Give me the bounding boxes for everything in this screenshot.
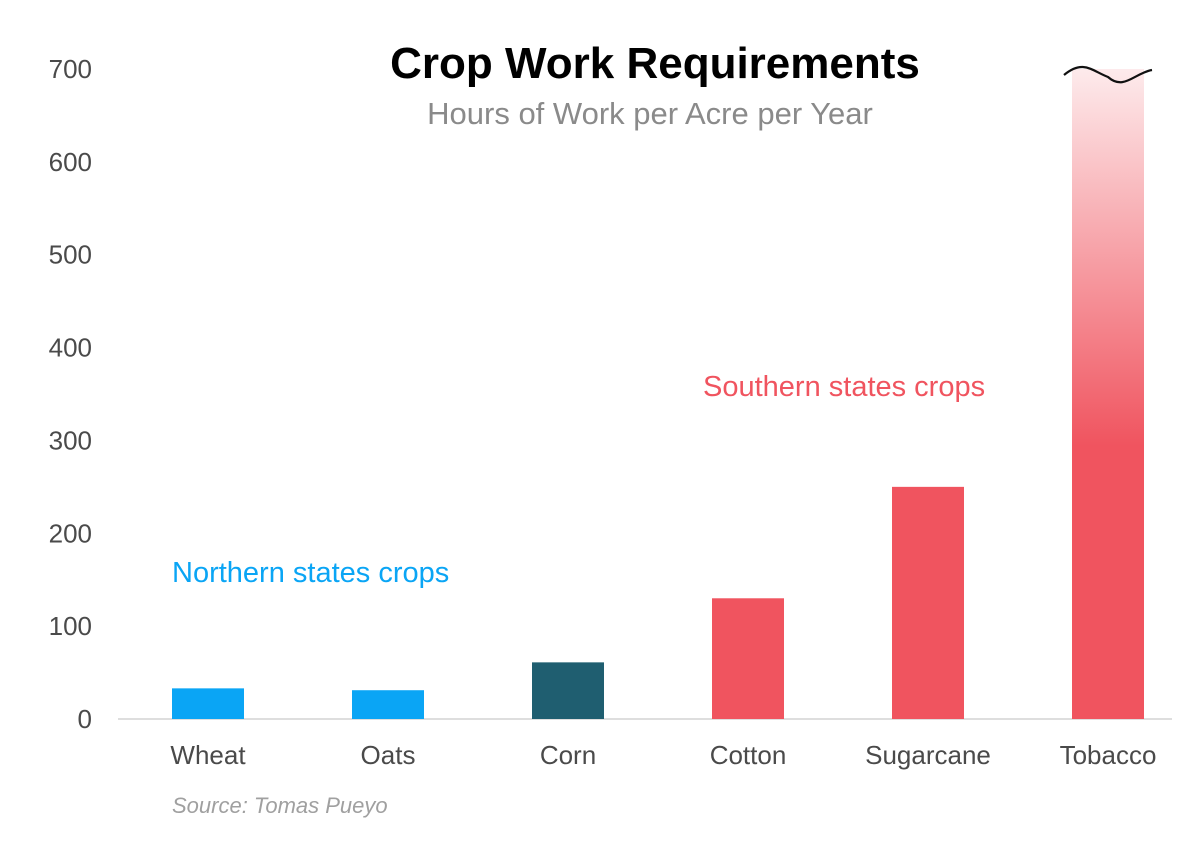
x-tick-label: Cotton xyxy=(710,740,787,770)
y-tick-label: 300 xyxy=(49,425,92,455)
x-tick-label: Corn xyxy=(540,740,596,770)
x-tick-label: Sugarcane xyxy=(865,740,991,770)
y-tick-label: 600 xyxy=(49,147,92,177)
y-tick-label: 0 xyxy=(78,704,92,734)
y-tick-label: 400 xyxy=(49,333,92,363)
bar-corn xyxy=(532,662,604,719)
y-axis-ticks: 0 100 200 300 400 500 600 700 xyxy=(49,54,92,734)
y-tick-label: 500 xyxy=(49,240,92,270)
x-tick-label: Wheat xyxy=(170,740,246,770)
source-note: Source: Tomas Pueyo xyxy=(172,793,388,818)
bar-oats xyxy=(352,690,424,719)
bar-wheat xyxy=(172,688,244,719)
chart-subtitle: Hours of Work per Acre per Year xyxy=(427,96,873,131)
bar-sugarcane xyxy=(892,486,964,719)
y-tick-label: 100 xyxy=(49,611,92,641)
axis-break-mark xyxy=(1063,65,1153,84)
northern-states-annotation: Northern states crops xyxy=(172,557,449,589)
x-tick-label: Tobacco xyxy=(1060,740,1157,770)
x-axis-labels: Wheat Oats Corn Cotton Sugarcane Tobacco xyxy=(170,740,1156,770)
chart-title: Crop Work Requirements xyxy=(390,39,920,88)
bar-cotton xyxy=(712,598,784,719)
bar-tobacco xyxy=(1072,69,1144,719)
x-tick-label: Oats xyxy=(361,740,416,770)
southern-states-annotation: Southern states crops xyxy=(703,371,985,403)
bars xyxy=(172,65,1153,719)
y-tick-label: 200 xyxy=(49,518,92,548)
y-tick-label: 700 xyxy=(49,54,92,84)
